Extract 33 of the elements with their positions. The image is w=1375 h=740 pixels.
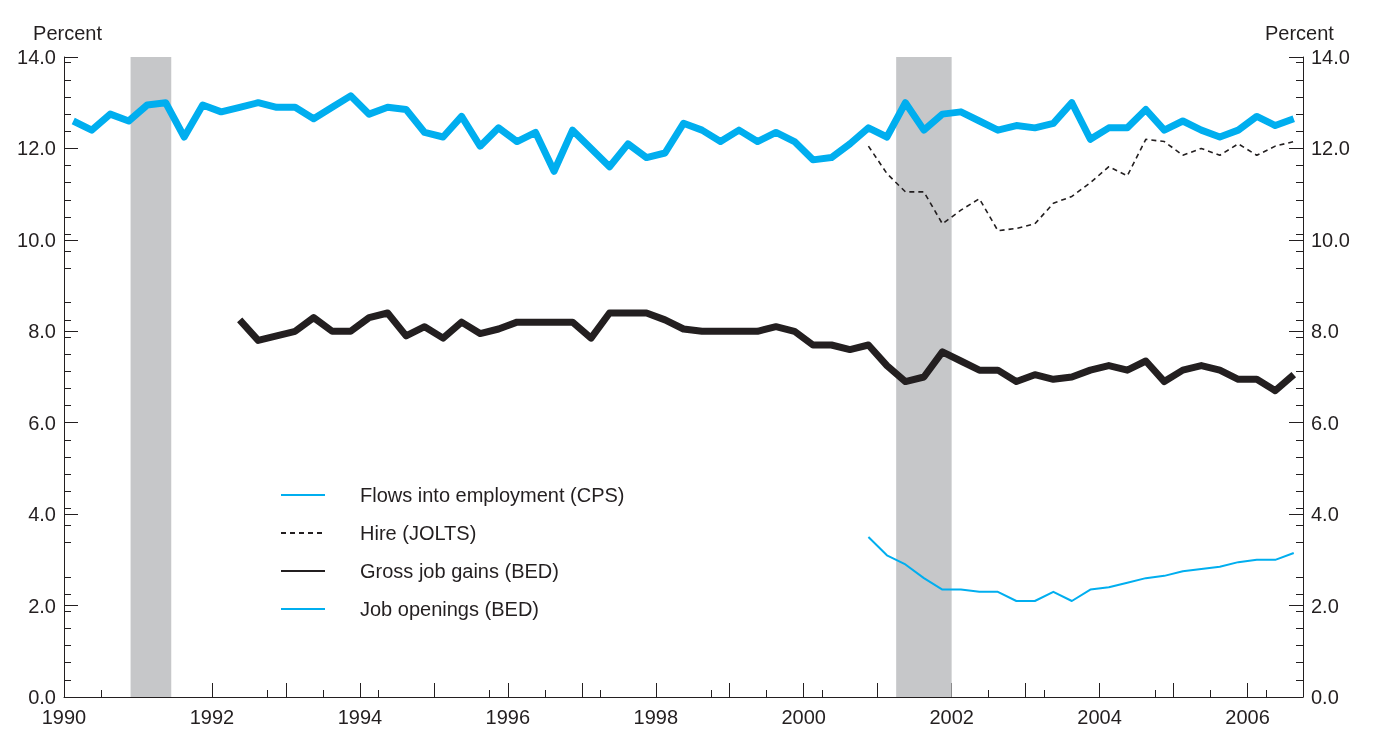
y-tick-label: 12.0 — [17, 137, 56, 160]
y-tick-label: 8.0 — [28, 320, 56, 343]
y2-tick-label: 12.0 — [1311, 137, 1350, 160]
y-tick-label: 0.0 — [28, 686, 56, 708]
x-tick-label: 1990 — [41, 706, 87, 728]
x-tick-label: 2006 — [1225, 706, 1270, 728]
line-series — [867, 536, 1295, 602]
y2-tick-label: 10.0 — [1311, 228, 1350, 251]
x-tick-label: 2000 — [781, 706, 826, 728]
x-tick-label: 2002 — [929, 706, 974, 728]
x-tick-label: 1996 — [485, 706, 531, 728]
y-axis-title: Percent — [33, 22, 103, 44]
x-tick-label: 1998 — [633, 706, 679, 728]
y-tick-label: 6.0 — [28, 411, 56, 434]
y2-tick-label: 2.0 — [1311, 594, 1339, 617]
x-tick-label: 1992 — [189, 706, 235, 728]
legend-label: Gross job gains (BED) — [360, 560, 559, 582]
line-series — [867, 138, 1295, 232]
legend-label: Job openings (BED) — [360, 598, 539, 620]
y2-axis-title: Percent — [1265, 22, 1335, 44]
y2-tick-label: 0.0 — [1311, 686, 1339, 708]
legend-label: Hire (JOLTS) — [360, 522, 477, 544]
y2-tick-label: 14.0 — [1311, 46, 1350, 68]
y2-tick-label: 4.0 — [1311, 503, 1339, 526]
y2-tick-label: 8.0 — [1311, 320, 1339, 343]
x-tick-label: 1994 — [337, 706, 383, 728]
y-tick-label: 2.0 — [28, 594, 56, 617]
x-tick-label: 2004 — [1077, 706, 1122, 728]
y2-tick-label: 6.0 — [1311, 411, 1339, 434]
legend-label: Flows into employment (CPS) — [360, 484, 625, 506]
y-tick-label: 4.0 — [28, 503, 56, 526]
y-tick-label: 10.0 — [17, 228, 56, 251]
y-tick-label: 14.0 — [17, 46, 56, 68]
